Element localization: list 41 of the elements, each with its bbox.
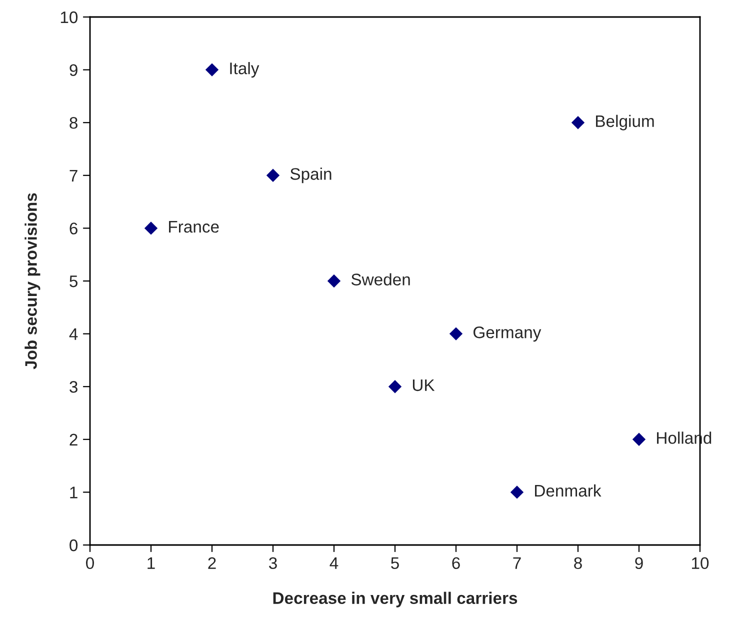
annotation: UK — [412, 379, 435, 392]
x-tick-label: 1 — [148, 557, 155, 569]
annotation: France — [169, 221, 219, 233]
annotation: Sweden — [351, 273, 410, 286]
y-tick-label: 10 — [60, 11, 78, 24]
x-axis-title: Decrease in very small carriers — [273, 592, 518, 608]
x-tick-label: 5 — [391, 557, 399, 570]
annotation: Italy — [230, 62, 260, 78]
point — [205, 63, 219, 76]
point — [388, 380, 402, 394]
point — [144, 222, 158, 235]
annotation: Denmark — [535, 484, 602, 497]
y-tick-label: 7 — [70, 170, 78, 182]
point — [327, 274, 341, 288]
x-tick-label: 6 — [452, 557, 460, 570]
point — [632, 432, 646, 446]
x-tick-label: 7 — [513, 557, 521, 569]
y-tick-label: 9 — [70, 64, 78, 76]
y-tick-label: 3 — [70, 381, 78, 393]
y-tick-label: 8 — [70, 117, 78, 129]
annotation: Spain — [290, 168, 332, 184]
y-tick-label: 0 — [70, 539, 78, 552]
x-tick-label: 10 — [692, 557, 709, 570]
x-tick-label: 3 — [269, 557, 277, 570]
y-tick-label: 2 — [70, 434, 78, 446]
y-tick-label: 6 — [70, 222, 78, 234]
point — [449, 327, 463, 340]
x-tick-label: 4 — [330, 557, 338, 569]
x-tick-label: 2 — [208, 557, 216, 569]
x-tick-label: 8 — [574, 557, 582, 570]
x-tick-label: 0 — [86, 557, 94, 570]
y-axis-title: Job secury provisions — [24, 193, 40, 370]
y-tick-label: 1 — [70, 486, 78, 498]
x-tick-label: 9 — [635, 557, 643, 570]
point — [571, 116, 585, 130]
point — [266, 168, 280, 182]
y-tick-label: 4 — [69, 328, 78, 340]
point — [510, 486, 524, 499]
y-tick-label: 5 — [70, 276, 78, 288]
annotation: Germany — [474, 326, 542, 342]
annotation: Belgium — [596, 114, 654, 130]
